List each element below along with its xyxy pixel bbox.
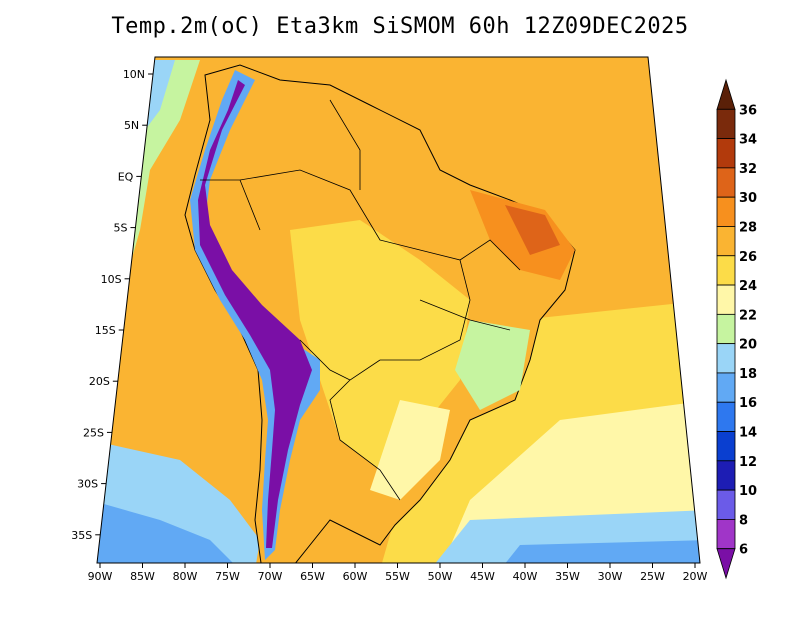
- colorbar-swatch: [716, 284, 736, 315]
- lon-label: 30W: [598, 570, 623, 583]
- colorbar-swatch: [716, 255, 736, 286]
- paraguay-border: [329, 359, 401, 501]
- colorbar-swatch: [716, 138, 736, 169]
- latitude-axis: 10N 5N EQ 5S 10S 15S 20S 25S 30S 35S: [71, 68, 154, 542]
- colorbar-swatch: [716, 519, 736, 550]
- colorbar-label: 20: [739, 338, 757, 353]
- colorbar-swatch: [716, 226, 736, 257]
- lat-label: 10N: [123, 68, 145, 81]
- colorbar: 36 34 32 30 28 26 24 22 20 18 16 14 12 10 8 6: [716, 78, 757, 580]
- andes-cold-core: [198, 80, 312, 548]
- country-borders: [200, 99, 521, 501]
- map-frame: [96, 56, 701, 564]
- lat-label: 5S: [113, 222, 127, 235]
- lon-label: 85W: [130, 570, 155, 583]
- colorbar-label: 34: [739, 133, 757, 148]
- lat-label: EQ: [118, 170, 134, 183]
- colorbar-label: 24: [739, 279, 757, 294]
- colorbar-label: 8: [739, 513, 748, 528]
- lon-label: 40W: [513, 570, 538, 583]
- colorbar-swatch: [716, 167, 736, 198]
- lat-label: 5N: [124, 119, 139, 132]
- colorbar-swatch: [716, 460, 736, 491]
- lon-label: 65W: [300, 570, 325, 583]
- lon-label: 35W: [555, 570, 580, 583]
- south-brazil-region: [370, 400, 450, 500]
- lon-label: 50W: [428, 570, 453, 583]
- lat-label: 15S: [95, 324, 116, 337]
- colorbar-swatch: [716, 196, 736, 227]
- lon-label: 80W: [173, 570, 198, 583]
- lon-label: 20W: [683, 570, 708, 583]
- lat-label: 25S: [83, 426, 104, 439]
- colorbar-top-arrow: [716, 78, 736, 110]
- lon-label: 70W: [258, 570, 283, 583]
- lat-label: 10S: [101, 273, 122, 286]
- colorbar-label: 18: [739, 367, 757, 382]
- colorbar-label: 22: [739, 308, 757, 323]
- colorbar-label: 10: [739, 484, 757, 499]
- colorbar-label: 30: [739, 191, 757, 206]
- colorbar-swatch: [716, 372, 736, 403]
- lon-label: 60W: [343, 570, 368, 583]
- colorbar-label: 16: [739, 396, 757, 411]
- lat-label: 30S: [77, 478, 98, 491]
- colorbar-bottom-arrow: [716, 548, 736, 580]
- state-border-2: [459, 239, 521, 271]
- colorbar-label: 32: [739, 162, 757, 177]
- colorbar-swatch: [716, 431, 736, 462]
- colorbar-label: 26: [739, 250, 757, 265]
- lon-label: 25W: [640, 570, 665, 583]
- northeast-hottest-region: [505, 205, 560, 255]
- colorbar-swatch: [716, 489, 736, 520]
- lon-label: 55W: [385, 570, 410, 583]
- south-pacific-cold-region: [97, 500, 240, 563]
- guiana-border: [329, 99, 361, 190]
- colorbar-label: 6: [739, 543, 748, 558]
- temperature-field: [97, 57, 700, 563]
- colorbar-label: 36: [739, 103, 757, 118]
- colorbar-label: 28: [739, 220, 757, 235]
- colorbar-swatch: [716, 313, 736, 345]
- colorbar-label: 12: [739, 455, 757, 470]
- colorbar-swatch: [716, 401, 736, 432]
- state-border-1: [419, 299, 511, 331]
- map-title: Temp.2m(oC) Eta3km SiSMOM 60h 12Z09DEC20…: [111, 14, 689, 39]
- southeast-highlands-region: [455, 320, 530, 410]
- colombia-peru-border: [200, 179, 261, 231]
- lon-label: 90W: [88, 570, 113, 583]
- bolivia-border: [299, 339, 351, 381]
- longitude-axis: 90W 85W 80W 75W 70W 65W 60W 55W 50W 45W 40W 35W 30W 2…: [88, 563, 708, 583]
- lat-label: 20S: [89, 375, 110, 388]
- lon-label: 75W: [215, 570, 240, 583]
- colorbar-label: 14: [739, 426, 757, 441]
- colorbar-swatch: [716, 343, 736, 374]
- lon-label: 45W: [470, 570, 495, 583]
- colorbar-swatch: [716, 108, 736, 139]
- lat-label: 35S: [71, 529, 92, 542]
